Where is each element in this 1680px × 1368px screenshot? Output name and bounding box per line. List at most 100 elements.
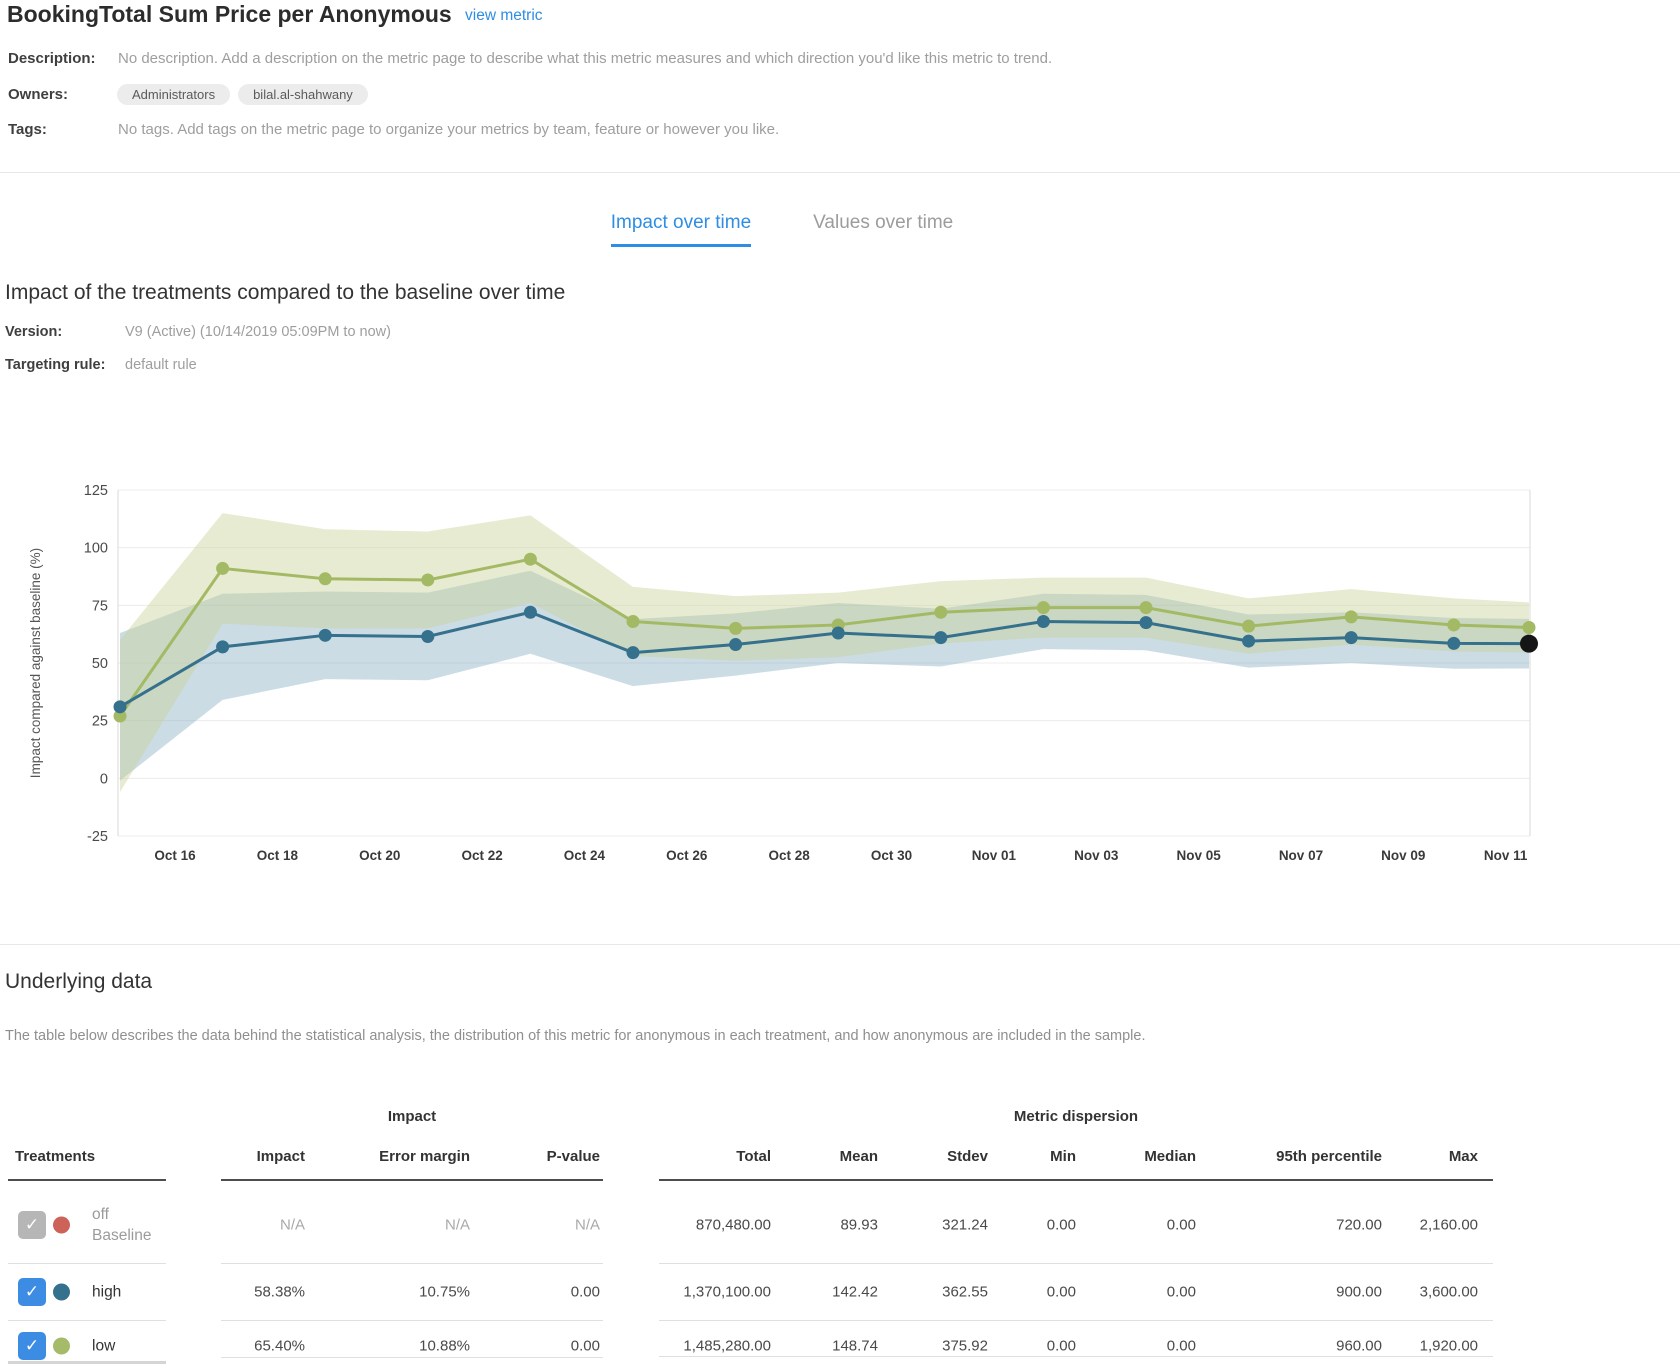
cell-mean: 142.42: [832, 1283, 878, 1301]
svg-text:50: 50: [92, 656, 108, 672]
cell-95th-percentile: 960.00: [1336, 1337, 1382, 1355]
svg-text:75: 75: [92, 598, 108, 614]
owner-badge: Administrators: [117, 84, 231, 105]
version-value: V9 (Active) (10/14/2019 05:09PM to now): [125, 324, 391, 340]
check-icon: ✓: [24, 1215, 40, 1234]
high-color-dot: [53, 1283, 70, 1301]
svg-text:Nov 09: Nov 09: [1381, 848, 1425, 863]
cell-median: 0.00: [1166, 1337, 1196, 1355]
targeting-rule-label: Targeting rule:: [5, 357, 106, 373]
tab-impact-over-time[interactable]: Impact over time: [610, 212, 752, 247]
table-row-high: ✓ high 58.38% 10.75% 0.00 1,370,100.00 1…: [0, 1264, 1680, 1320]
svg-text:Oct 24: Oct 24: [564, 848, 606, 863]
cell-impact: 65.40%: [254, 1337, 305, 1355]
page-title: BookingTotal Sum Price per Anonymous: [7, 1, 452, 27]
cell-impact: N/A: [279, 1216, 305, 1234]
low-color-dot: [53, 1337, 70, 1355]
cell-p-value: 0.00: [570, 1337, 600, 1355]
off-checkbox[interactable]: ✓: [18, 1211, 46, 1239]
svg-text:25: 25: [92, 714, 108, 730]
cell-total: 1,370,100.00: [683, 1283, 771, 1301]
svg-text:Impact compared against baseli: Impact compared against baseline (%): [28, 548, 43, 778]
table-row-low: ✓ low 65.40% 10.88% 0.00 1,485,280.00 14…: [0, 1321, 1680, 1368]
svg-text:Oct 26: Oct 26: [666, 848, 708, 863]
underlying-data-heading: Underlying data: [5, 970, 153, 993]
cell-max: 3,600.00: [1419, 1283, 1478, 1301]
description-label: Description:: [8, 50, 96, 67]
col-header-p-value: P-value: [546, 1148, 600, 1165]
svg-text:Nov 07: Nov 07: [1279, 848, 1323, 863]
cell-median: 0.00: [1166, 1216, 1196, 1234]
tab-values-over-time[interactable]: Values over time: [813, 212, 954, 233]
svg-text:Nov 01: Nov 01: [972, 848, 1017, 863]
svg-text:Nov 03: Nov 03: [1074, 848, 1119, 863]
owners-label: Owners:: [8, 86, 69, 103]
svg-text:Oct 16: Oct 16: [154, 848, 196, 863]
cell-min: 0.00: [1046, 1283, 1076, 1301]
treatments-header-underline: [8, 1179, 166, 1181]
owner-badge: bilal.al-shahwany: [238, 84, 368, 105]
check-icon: ✓: [24, 1336, 40, 1355]
cell-stdev: 321.24: [942, 1216, 988, 1234]
section-divider: [0, 944, 1680, 945]
low-checkbox[interactable]: ✓: [18, 1332, 46, 1360]
high-checkbox[interactable]: ✓: [18, 1278, 46, 1306]
svg-text:Oct 22: Oct 22: [461, 848, 502, 863]
svg-text:125: 125: [84, 483, 108, 499]
targeting-rule-value: default rule: [125, 357, 197, 373]
col-header-median: Median: [1144, 1148, 1196, 1165]
impact-header-underline: [221, 1179, 603, 1181]
cell-stdev: 375.92: [942, 1337, 988, 1355]
col-header-95th-percentile: 95th percentile: [1276, 1148, 1382, 1165]
metric-dispersion-group-header: Metric dispersion: [1013, 1108, 1139, 1125]
cell-min: 0.00: [1046, 1216, 1076, 1234]
col-header-min: Min: [1050, 1148, 1076, 1165]
underlying-data-description: The table below describes the data behin…: [5, 1028, 1146, 1044]
svg-text:100: 100: [84, 541, 108, 557]
cell-95th-percentile: 720.00: [1336, 1216, 1382, 1234]
description-value: No description. Add a description on the…: [118, 50, 1053, 67]
cell-p-value: N/A: [574, 1216, 600, 1234]
tags-value: No tags. Add tags on the metric page to …: [118, 121, 780, 138]
cell-min: 0.00: [1046, 1337, 1076, 1355]
impact-group-header: Impact: [387, 1108, 437, 1125]
view-metric-link[interactable]: view metric: [465, 7, 543, 24]
version-label: Version:: [5, 324, 63, 340]
cell-max: 2,160.00: [1419, 1216, 1478, 1234]
cell-mean: 89.93: [840, 1216, 878, 1234]
svg-text:Oct 28: Oct 28: [769, 848, 811, 863]
impact-chart[interactable]: 125 100 75 50 25 0 -25 Oct 16 Oct 18 Oct 20 Oct 22…: [0, 440, 1680, 885]
treatment-name: high: [92, 1283, 122, 1301]
svg-text:-25: -25: [87, 829, 108, 845]
col-header-stdev: Stdev: [947, 1148, 988, 1165]
cell-error-margin: N/A: [444, 1216, 470, 1234]
off-color-dot: [53, 1216, 70, 1234]
cell-p-value: 0.00: [570, 1283, 600, 1301]
cell-mean: 148.74: [832, 1337, 878, 1355]
col-header-mean: Mean: [839, 1148, 878, 1165]
header-divider: [0, 172, 1680, 173]
tab-bar: Impact over time Values over time: [0, 212, 1622, 247]
svg-text:0: 0: [100, 771, 108, 787]
tags-label: Tags:: [8, 121, 47, 138]
cell-total: 870,480.00: [695, 1216, 771, 1234]
svg-text:Oct 20: Oct 20: [359, 848, 400, 863]
svg-text:Nov 05: Nov 05: [1176, 848, 1221, 863]
check-icon: ✓: [24, 1282, 40, 1301]
svg-text:Nov 11: Nov 11: [1484, 848, 1528, 863]
cell-95th-percentile: 900.00: [1336, 1283, 1382, 1301]
svg-text:Oct 18: Oct 18: [257, 848, 299, 863]
owners-badges: Administrators bilal.al-shahwany: [117, 84, 368, 105]
cell-stdev: 362.55: [942, 1283, 988, 1301]
cell-total: 1,485,280.00: [683, 1337, 771, 1355]
cell-max: 1,920.00: [1419, 1337, 1478, 1355]
cell-error-margin: 10.75%: [419, 1283, 470, 1301]
col-header-total: Total: [736, 1148, 771, 1165]
col-header-error-margin: Error margin: [379, 1148, 470, 1165]
dispersion-header-underline: [659, 1179, 1493, 1181]
svg-text:Oct 30: Oct 30: [871, 848, 912, 863]
impact-section-heading: Impact of the treatments compared to the…: [5, 281, 566, 304]
col-header-impact: Impact: [256, 1148, 305, 1165]
treatments-column-header: Treatments: [15, 1148, 96, 1165]
